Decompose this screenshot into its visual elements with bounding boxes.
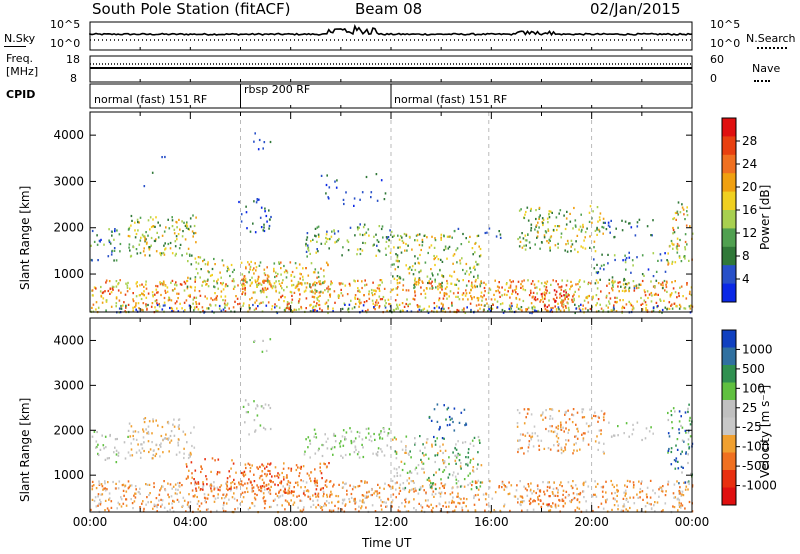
- y-tick-label: 2000: [53, 423, 84, 437]
- beam-label: Beam 08: [355, 0, 423, 18]
- nsky-legend-line: [4, 46, 26, 47]
- power-colorbar-swatch: [722, 154, 736, 174]
- x-tick-label: 00:00: [675, 515, 710, 529]
- power-colorbar-tick-label: 4: [742, 272, 750, 286]
- velocity-colorbar-swatch: [722, 470, 736, 488]
- power-colorbar-swatch: [722, 191, 736, 211]
- power-colorbar-tick-label: 8: [742, 249, 750, 263]
- nsky-tick-bottom: 10^0: [50, 37, 81, 50]
- velocity-ylabel: Slant Range [km]: [18, 397, 32, 502]
- velocity-colorbar-swatch: [722, 330, 736, 348]
- velocity-colorbar-tick-label: -1000: [742, 479, 777, 493]
- power-colorbar-tick-label: 12: [742, 226, 757, 240]
- x-tick-label: 20:00: [574, 515, 609, 529]
- cpid-label: CPID: [6, 88, 36, 101]
- nsearch-label: N.Search: [746, 32, 796, 45]
- y-tick-label: 4000: [53, 128, 84, 142]
- velocity-colorbar-tick-label: -25: [742, 420, 762, 434]
- y-tick-label: 4000: [53, 333, 84, 347]
- velocity-colorbar-tick-label: 25: [742, 401, 757, 415]
- power-colorbar-swatch: [722, 173, 736, 193]
- nave-legend-line: [754, 80, 770, 82]
- nsky-label: N.Sky: [4, 32, 36, 45]
- power-colorbar-tick-label: 24: [742, 157, 757, 171]
- nave-label: Nave: [752, 62, 781, 75]
- station-title: South Pole Station (fitACF): [92, 0, 291, 18]
- x-tick-label: 00:00: [73, 515, 108, 529]
- y-tick-label: 3000: [53, 378, 84, 392]
- freq-label: Freq.: [6, 52, 34, 65]
- velocity-colorbar-tick-label: 100: [742, 381, 765, 395]
- freq-unit-label: [MHz]: [6, 65, 39, 78]
- nsky-tick-top: 10^5: [50, 18, 81, 31]
- velocity-colorbar-swatch: [722, 400, 736, 418]
- velocity-colorbar-tick-label: 1000: [742, 342, 773, 356]
- y-tick-label: 1000: [53, 267, 84, 281]
- x-tick-label: 04:00: [173, 515, 208, 529]
- nsky-trace: [89, 24, 693, 37]
- nsky-panel-frame: [89, 21, 693, 51]
- x-axis-label: Time UT: [362, 536, 412, 550]
- power-heatmap-cells: [90, 132, 694, 315]
- x-tick-label: 08:00: [273, 515, 308, 529]
- y-tick-label: 1000: [53, 468, 84, 482]
- velocity-colorbar-swatch: [722, 487, 736, 506]
- velocity-colorbar-swatch: [722, 365, 736, 383]
- power-colorbar-swatch: [722, 246, 736, 266]
- power-colorbar-label: Power [dB]: [758, 184, 772, 250]
- power-colorbar-tick-label: 28: [742, 134, 757, 148]
- cpid-segment-3: normal (fast) 151 RF: [394, 93, 508, 106]
- velocity-colorbar-frame: [721, 329, 737, 506]
- velocity-colorbar-tick-label: 500: [742, 362, 765, 376]
- freq-tick-top: 18: [66, 53, 80, 66]
- velocity-colorbar-swatch: [722, 435, 736, 453]
- x-tick-label: 16:00: [474, 515, 509, 529]
- y-tick-label: 3000: [53, 174, 84, 188]
- velocity-colorbar-swatch: [722, 417, 736, 436]
- nsearch-legend-line: [757, 47, 787, 49]
- velocity-colorbar-tick-label: -100: [742, 440, 769, 454]
- nsearch-tick-top: 10^5: [710, 18, 741, 31]
- x-tick-label: 12:00: [374, 515, 409, 529]
- freq-tick-bottom: 8: [70, 72, 77, 85]
- power-colorbar-tick-label: 16: [742, 203, 757, 217]
- power-colorbar-swatch: [722, 136, 736, 156]
- velocity-colorbar-tick-label: -500: [742, 459, 769, 473]
- date-label: 02/Jan/2015: [590, 0, 681, 18]
- velocity-colorbar-swatch: [722, 382, 736, 401]
- power-colorbar-swatch: [722, 265, 736, 285]
- cpid-segment-2: rbsp 200 RF: [244, 83, 311, 96]
- power-ylabel: Slant Range [km]: [18, 185, 32, 290]
- y-tick-label: 2000: [53, 221, 84, 235]
- nave-tick-bottom: 0: [710, 72, 717, 85]
- velocity-colorbar-swatch: [722, 452, 736, 471]
- power-colorbar-swatch: [722, 228, 736, 248]
- velocity-colorbar-label: Velocity [m s⁻¹]: [758, 384, 772, 478]
- power-colorbar-swatch: [722, 118, 736, 137]
- nave-tick-top: 60: [710, 53, 724, 66]
- nsearch-tick-bottom: 10^0: [710, 37, 741, 50]
- power-colorbar-tick-label: 20: [742, 180, 757, 194]
- cpid-segment-1: normal (fast) 151 RF: [94, 93, 208, 106]
- power-colorbar-swatch: [722, 210, 736, 229]
- velocity-colorbar-swatch: [722, 347, 736, 366]
- power-colorbar-swatch: [722, 283, 736, 303]
